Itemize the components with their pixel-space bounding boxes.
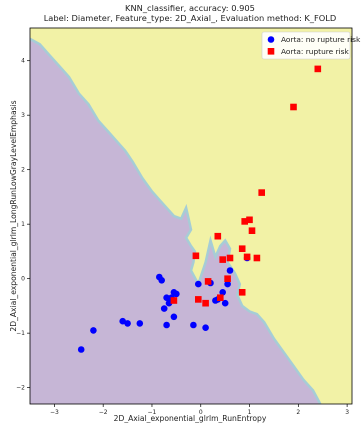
point-rupture-risk: [224, 275, 231, 282]
legend-marker-no-rupture: [267, 36, 275, 43]
y-tick-label: −2: [16, 385, 25, 392]
legend-label-rupture: Aorta: rupture risk: [281, 47, 349, 56]
point-rupture-risk: [258, 189, 265, 196]
point-rupture-risk: [204, 278, 212, 285]
point-no-rupture-risk: [202, 324, 209, 332]
point-rupture-risk: [192, 252, 200, 260]
point-rupture-risk: [219, 256, 226, 263]
legend: Aorta: no rupture risk Aorta: rupture ri…: [261, 31, 361, 60]
point-rupture-risk: [238, 289, 246, 296]
point-no-rupture-risk: [219, 289, 226, 296]
point-no-rupture-risk: [136, 320, 144, 327]
point-no-rupture-risk: [224, 280, 231, 288]
x-tick-label: 1: [248, 409, 252, 416]
x-tick-label: −2: [99, 409, 108, 416]
legend-marker-rupture: [267, 48, 275, 55]
y-axis-ticks: −2 −1 0 1 2 3 4: [16, 58, 30, 392]
chart-title: KNN_classifier, accuracy: 0.905: [125, 3, 255, 13]
y-tick-label: 4: [21, 58, 25, 65]
point-no-rupture-risk: [77, 346, 85, 353]
point-no-rupture-risk: [195, 280, 202, 288]
point-no-rupture-risk: [221, 299, 229, 307]
y-tick-label: 3: [21, 112, 25, 119]
y-tick-label: 1: [21, 221, 25, 228]
point-rupture-risk: [170, 297, 178, 304]
point-rupture-risk: [243, 253, 251, 261]
point-no-rupture-risk: [163, 321, 170, 329]
point-no-rupture-risk: [190, 321, 197, 329]
y-axis-label: 2D_Axial_exponential_glrlm_LongRunLowGra…: [9, 100, 18, 331]
legend-box: [261, 31, 351, 60]
point-no-rupture-risk: [90, 327, 97, 334]
point-no-rupture-risk: [226, 267, 234, 274]
data-points: [77, 65, 322, 353]
x-axis-label: 2D_Axial_exponential_glrlm_RunEntropy: [114, 414, 267, 423]
point-rupture-risk: [253, 254, 261, 262]
point-no-rupture-risk: [170, 313, 178, 321]
x-tick-label: 3: [345, 409, 349, 416]
point-rupture-risk: [202, 299, 209, 307]
point-no-rupture-risk: [124, 320, 131, 327]
plot-frame: [29, 27, 353, 405]
point-rupture-risk: [195, 296, 202, 303]
y-tick-label: −1: [16, 330, 25, 337]
point-rupture-risk: [241, 218, 248, 225]
point-no-rupture-risk: [163, 294, 170, 302]
point-rupture-risk: [314, 65, 322, 73]
x-tick-label: 2: [296, 409, 300, 416]
chart-subtitle: Label: Diameter, Feature_type: 2D_Axial_…: [44, 13, 337, 23]
point-rupture-risk: [226, 254, 234, 262]
point-rupture-risk: [246, 216, 253, 224]
point-no-rupture-risk: [160, 305, 168, 312]
point-rupture-risk: [217, 294, 224, 301]
region-no-rupture: [30, 38, 321, 404]
y-tick-label: 0: [21, 276, 25, 283]
point-rupture-risk: [248, 227, 256, 234]
x-tick-label: 0: [199, 409, 203, 416]
x-tick-label: −3: [50, 409, 59, 416]
point-no-rupture-risk: [158, 277, 165, 284]
point-rupture-risk: [214, 232, 222, 240]
legend-label-no-rupture: Aorta: no rupture risk: [281, 35, 361, 44]
y-tick-label: 2: [21, 167, 25, 174]
x-tick-label: −1: [148, 409, 157, 416]
x-axis-ticks: −3 −2 −1 0 1 2 3: [50, 404, 349, 416]
decision-boundary-line: [30, 37, 322, 404]
point-rupture-risk: [290, 103, 297, 111]
point-rupture-risk: [238, 245, 246, 252]
point-no-rupture-risk: [170, 289, 178, 296]
